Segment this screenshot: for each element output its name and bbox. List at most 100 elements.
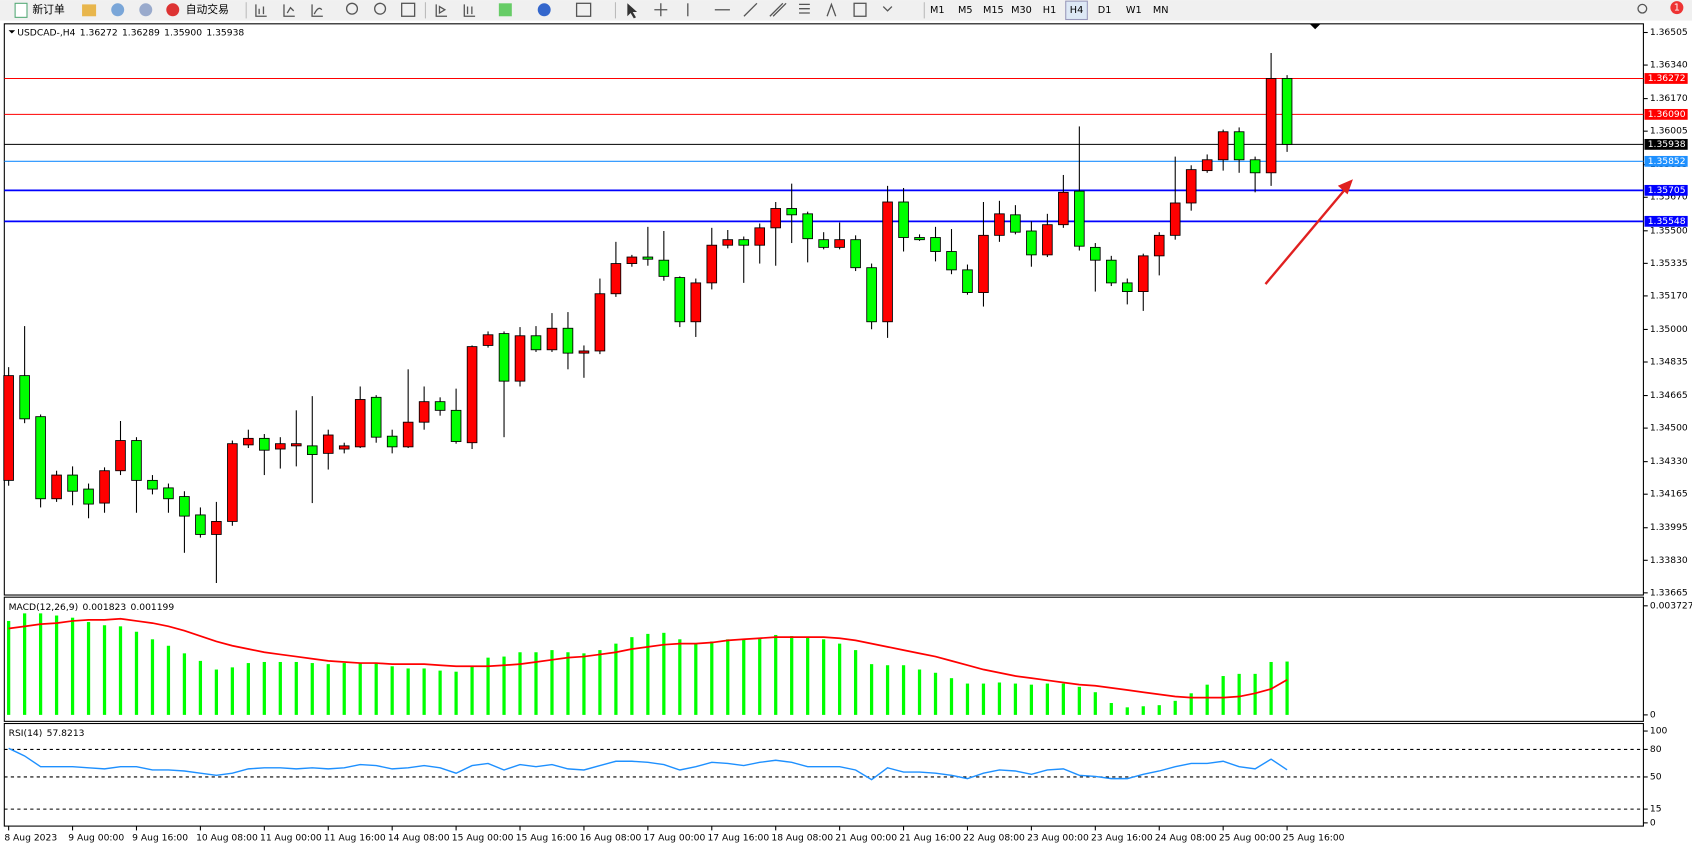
macd-bar <box>134 631 139 715</box>
icon[interactable] <box>498 3 512 17</box>
macd-bar <box>1013 683 1018 715</box>
macd-bar <box>86 622 91 715</box>
candle-body <box>1169 202 1181 236</box>
rsi-panel <box>3 722 1644 827</box>
price-label-bg <box>1644 108 1688 120</box>
notification-badge[interactable] <box>1670 1 1684 15</box>
candle-body <box>147 479 158 490</box>
candle-body <box>115 440 126 472</box>
candle-body <box>1201 159 1213 172</box>
candle-body <box>850 239 861 269</box>
macd-header: MACD(12,26,9) 0.001823 0.001199 <box>9 601 175 612</box>
icon[interactable] <box>799 3 810 14</box>
icon[interactable] <box>82 4 97 17</box>
macd-bar <box>502 656 506 715</box>
candle-body <box>786 208 797 216</box>
macd-bar <box>310 663 314 715</box>
timeframe-button[interactable]: W1 <box>1126 5 1142 16</box>
candle-body <box>83 488 94 505</box>
macd-bar <box>246 663 250 715</box>
icon <box>166 3 180 17</box>
ohlc-value: 1.35938 <box>206 27 244 38</box>
icon[interactable] <box>111 3 125 17</box>
y-tick-label: 1.34835 <box>1650 357 1688 368</box>
icon[interactable] <box>654 3 668 17</box>
macd-bar <box>710 641 714 715</box>
icon[interactable] <box>345 2 359 15</box>
price-label-bg <box>1644 138 1688 150</box>
macd-bar <box>1205 684 1209 715</box>
active-timeframe <box>1065 0 1088 21</box>
candle-body <box>1042 224 1053 256</box>
y-tick-label: 1.35670 <box>1650 192 1688 203</box>
candle-body <box>322 434 334 454</box>
icon[interactable] <box>311 4 323 17</box>
macd-bar <box>486 657 490 715</box>
icon[interactable] <box>139 3 153 17</box>
y-tick-label: 50 <box>1650 771 1662 782</box>
icon[interactable] <box>374 2 387 15</box>
candle-body <box>994 213 1005 236</box>
candle-body <box>642 256 654 260</box>
ohlc-value: 1.35900 <box>164 27 202 38</box>
candle-body <box>67 474 78 492</box>
ohlc-value: 1.36272 <box>80 27 118 38</box>
icon[interactable] <box>537 3 551 17</box>
timeframe-button[interactable]: M1 <box>930 5 945 16</box>
macd-bar <box>150 639 155 715</box>
icon[interactable] <box>627 3 638 19</box>
candle-body <box>962 269 973 293</box>
timeframe-button[interactable]: M5 <box>958 5 973 16</box>
price-label: 1.35705 <box>1648 185 1686 196</box>
macd-bar <box>774 634 778 715</box>
icon[interactable] <box>575 2 592 17</box>
x-tick-label: 25 Aug 16:00 <box>1283 832 1345 843</box>
timeframe-button[interactable]: D1 <box>1098 5 1112 16</box>
timeframe-button[interactable]: M30 <box>1011 5 1032 16</box>
candle-body <box>338 445 350 450</box>
candle-body <box>370 396 382 438</box>
icon[interactable] <box>882 6 893 12</box>
icon[interactable] <box>463 4 476 17</box>
new-order-button[interactable]: 新订单 <box>14 2 65 18</box>
macd-bar <box>326 664 330 715</box>
price-label-bg <box>1644 155 1688 167</box>
indicator-value: 0.001823 <box>83 601 127 612</box>
y-tick-label: 1.35000 <box>1650 324 1688 335</box>
y-tick-label: 1.33995 <box>1650 522 1688 533</box>
candle-body <box>1265 78 1277 174</box>
timeframe-button[interactable]: H1 <box>1043 5 1056 16</box>
y-tick-label: 1.33830 <box>1650 555 1688 566</box>
candle-body <box>402 421 414 448</box>
x-tick-label: 9 Aug 00:00 <box>68 832 124 843</box>
macd-bar <box>294 661 298 715</box>
x-tick-label: 23 Aug 16:00 <box>1091 832 1153 843</box>
macd-bar <box>262 661 266 715</box>
y-tick-label: 0.003727 <box>1650 600 1692 611</box>
candle-body <box>1058 191 1069 226</box>
candle-body <box>466 346 478 444</box>
search-icon[interactable] <box>1637 3 1648 14</box>
icon[interactable] <box>255 4 267 17</box>
auto-trade-button[interactable]: 自动交易 <box>166 3 229 17</box>
macd-bar <box>790 636 794 715</box>
x-tick-label: 17 Aug 16:00 <box>707 832 769 843</box>
candle-body <box>1249 159 1261 174</box>
icon[interactable] <box>435 4 448 17</box>
candle-body <box>562 327 574 354</box>
icon[interactable] <box>283 4 295 17</box>
candle-body <box>1153 234 1165 257</box>
timeframe-button[interactable]: M15 <box>983 5 1004 16</box>
candle-body <box>51 474 62 500</box>
macd-bar <box>997 682 1002 715</box>
timeframe-button[interactable]: H4 <box>1070 5 1083 16</box>
icon[interactable] <box>853 2 867 17</box>
toolbar: 新订单 自动交易 M1 M5 M15 M30 H1 H4 <box>0 0 1692 21</box>
icon[interactable] <box>769 2 787 17</box>
indicator-name: MACD(12,26,9) <box>9 601 79 612</box>
icon[interactable] <box>401 2 416 17</box>
icon[interactable] <box>743 2 758 17</box>
y-tick-label: 1.36170 <box>1650 93 1688 104</box>
icon[interactable] <box>826 2 837 17</box>
timeframe-button[interactable]: MN <box>1153 5 1169 16</box>
